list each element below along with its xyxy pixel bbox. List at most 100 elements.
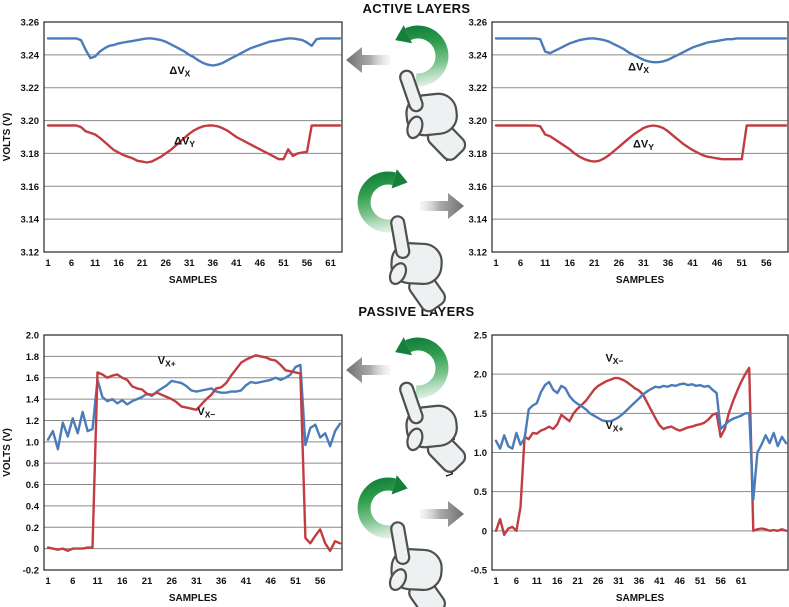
- y-tick-label: 0.2: [26, 523, 39, 534]
- result-right-arrow-icon: [420, 501, 464, 527]
- x-tick-label: 36: [663, 258, 674, 269]
- x-tick-label: 61: [325, 258, 336, 269]
- result-left-arrow-icon: [346, 47, 390, 73]
- series-label-vx-plus: VX+: [605, 420, 623, 434]
- x-tick-label: 21: [572, 576, 583, 587]
- active-left-plot: 3.26 3.24 3.22 3.20 3.18 3.16 3.14 3.12 1 6 1 1 1 6 21…: [2, 18, 343, 286]
- passive-left-plot: 2.01.81.61.41.21.00.80.60.40.20-0.21 6 11 1…: [2, 331, 343, 604]
- y-tick-label: 3.22: [21, 83, 40, 94]
- y-tick-label: 3.12: [21, 248, 40, 259]
- x-tick-label: 6: [518, 258, 523, 269]
- x-tick-label: 31: [191, 576, 202, 587]
- series-vx-minus: [46, 354, 342, 553]
- y-tick-label: 3.26: [469, 18, 488, 29]
- x-tick-label: 21: [589, 258, 600, 269]
- y-tick-label: 3.20: [21, 116, 40, 127]
- series-label-delta-vy: ΔVY: [633, 139, 654, 153]
- series-delta-vy: [494, 124, 788, 163]
- x-tick-label: 41: [687, 258, 698, 269]
- x-tick-label: 1: [45, 258, 51, 269]
- result-right-arrow-icon: [420, 193, 464, 219]
- x-tick-label: 1: [493, 258, 499, 269]
- plot-frame: [491, 21, 789, 253]
- y-tick-label: 0.6: [26, 480, 39, 491]
- rotate-arc: [405, 337, 449, 399]
- x-tick-label: 6: [69, 258, 74, 269]
- x-tick-label: 11: [540, 258, 551, 269]
- x-tick-label: 46: [265, 576, 276, 587]
- y-tick-label: 2.0: [26, 331, 39, 342]
- series-label-delta-vx: ΔVX: [628, 61, 649, 75]
- rotate-arc: [357, 477, 406, 539]
- y-tick-label: 2.5: [474, 331, 488, 342]
- y-tick-label: 0: [482, 526, 487, 537]
- x-tick-label: 46: [255, 258, 266, 269]
- series-label-vx-minus: VX−: [605, 353, 623, 367]
- rotate-clockwise-icon: [357, 475, 454, 607]
- passive-right-plot: 2.52.01.51.00.50-0.51 6 11 16 21 26 31 36 41 46 51…: [445, 331, 789, 604]
- rotate-arc: [405, 25, 449, 87]
- x-tick-label: 21: [142, 576, 153, 587]
- y-tick-label: 0.5: [474, 487, 488, 498]
- rotate-arrowhead: [391, 169, 408, 189]
- y-tick-label: 0.8: [26, 459, 39, 470]
- section-title-active: ACTIVE LAYERS: [362, 1, 471, 16]
- x-tick-label: 16: [564, 258, 575, 269]
- x-tick-label: 11: [92, 576, 103, 587]
- y-tick-label: 1.5: [474, 409, 488, 420]
- series-label-vx-plus: VX+: [158, 355, 176, 369]
- x-tick-label: 46: [712, 258, 723, 269]
- x-tick-label: 41: [241, 576, 252, 587]
- x-tick-label: 11: [532, 576, 543, 587]
- rotate-clockwise-icon: [357, 169, 454, 317]
- series-label-delta-vy: ΔVY: [174, 135, 195, 149]
- y-tick-label: 3.18: [21, 149, 40, 160]
- x-tick-label: 26: [166, 576, 177, 587]
- y-tick-label: 3.12: [469, 248, 488, 259]
- rotate-counterclockwise-icon: [395, 337, 472, 481]
- y-tick-label: -0.2: [23, 566, 39, 577]
- series-delta-vx: [46, 37, 342, 67]
- x-tick-label: 21: [137, 258, 148, 269]
- x-tick-label: 36: [208, 258, 219, 269]
- x-tick-label: 51: [290, 576, 301, 587]
- series-delta-vx: [494, 37, 788, 64]
- x-tick-label: 61: [736, 576, 747, 587]
- x-tick-label: 46: [675, 576, 686, 587]
- series-vx-minus: [494, 366, 788, 537]
- x-tick-label: 16: [117, 576, 128, 587]
- chart-active-right: 3.26 3.24 3.22 3.20 3.18 3.16 3.14 3.12 1 6 11 16 21…: [445, 16, 789, 304]
- x-tick-label: 1: [45, 576, 51, 587]
- x-tick-label: 11: [90, 258, 101, 269]
- chart-passive-right: 2.5 2.0 1.5 1.0 0.5 0 -0.5 1 6 11 16 21 26 31 36 41 46 51…: [445, 329, 789, 607]
- y-tick-label: 3.16: [21, 182, 40, 193]
- y-axis-title: VOLTS (V): [2, 428, 13, 477]
- pointing-hand-icon: [383, 519, 454, 607]
- rotate-arrowhead: [395, 337, 413, 356]
- y-tick-label: 3.26: [21, 18, 40, 29]
- x-tick-label: 6: [70, 576, 75, 587]
- x-tick-label: 6: [514, 576, 519, 587]
- rotate-arc: [357, 171, 406, 233]
- y-tick-label: 3.14: [21, 215, 40, 226]
- result-left-arrow-icon: [346, 357, 390, 383]
- plot-frame: [491, 334, 789, 571]
- x-tick-label: 36: [634, 576, 645, 587]
- x-tick-label: 31: [613, 576, 624, 587]
- x-tick-label: 36: [216, 576, 227, 587]
- y-tick-label: 1.6: [26, 373, 39, 384]
- y-tick-label: 3.16: [469, 182, 488, 193]
- x-tick-label: 26: [160, 258, 171, 269]
- plot-frame: [43, 334, 343, 571]
- y-tick-label: 1.8: [26, 352, 39, 363]
- y-tick-label: 1.0: [26, 437, 39, 448]
- x-tick-label: 31: [638, 258, 649, 269]
- rotate-counterclockwise-icon: [395, 25, 472, 169]
- series-vx-plus: [494, 380, 788, 501]
- plot-frame: [43, 21, 343, 253]
- x-tick-label: 56: [761, 258, 772, 269]
- x-tick-label: 26: [614, 258, 625, 269]
- y-tick-label: 3.24: [21, 50, 40, 61]
- x-axis-title: SAMPLES: [616, 593, 665, 604]
